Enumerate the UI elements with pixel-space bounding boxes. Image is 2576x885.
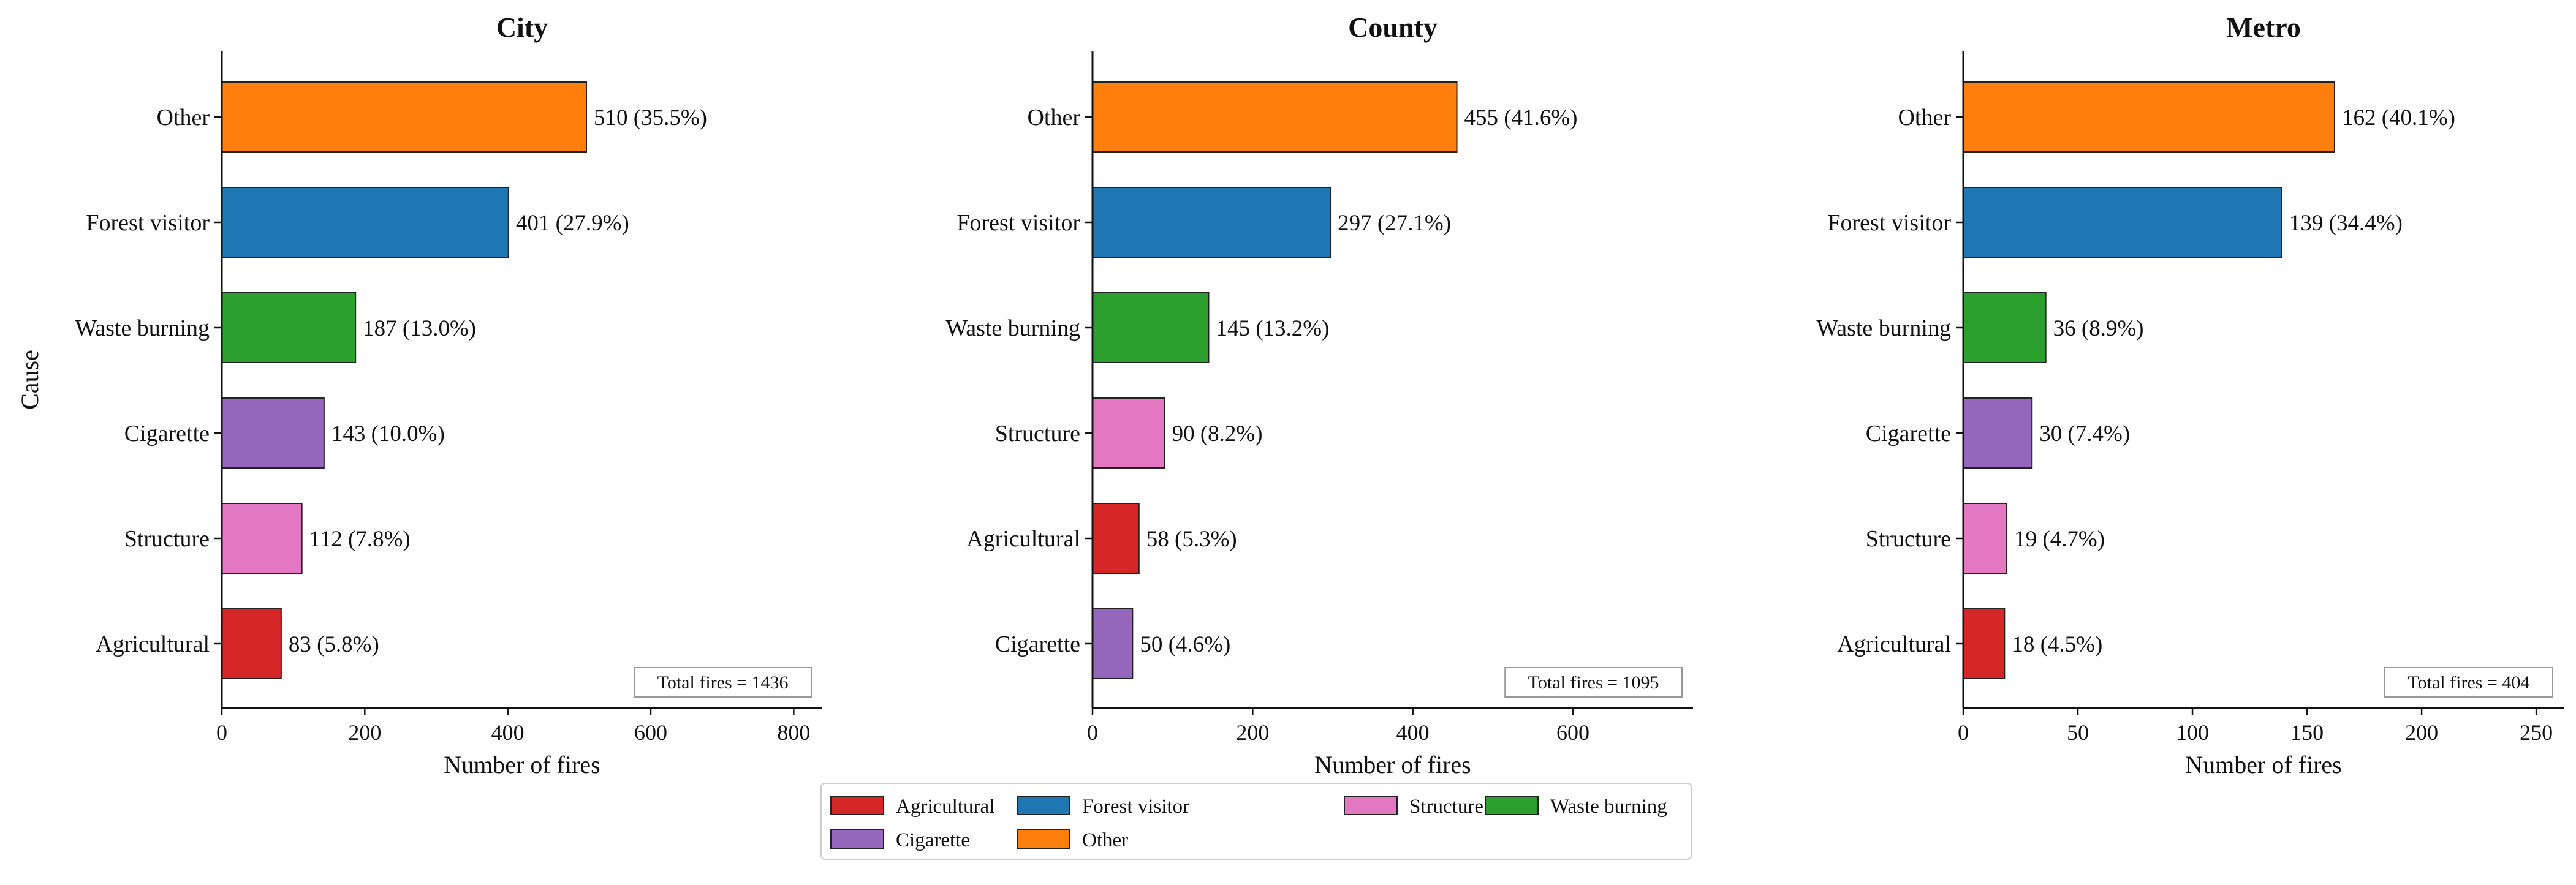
bar-agricultural xyxy=(1092,503,1140,574)
legend-swatch-other xyxy=(1017,829,1070,849)
category-label: Agricultural xyxy=(1837,631,1951,657)
bar-cigarette xyxy=(1963,397,2033,469)
total-fires-box xyxy=(2384,667,2554,698)
total-fires-annotation: Total fires = 1095 xyxy=(1528,672,1659,693)
bar-waste-burning xyxy=(1092,292,1210,363)
bar-structure xyxy=(1092,397,1165,469)
legend-label: Structure xyxy=(1409,796,1483,818)
total-fires-box xyxy=(1504,667,1683,698)
category-label: Waste burning xyxy=(75,315,210,341)
legend-swatch-agricultural xyxy=(830,796,884,815)
bar-forest-visitor xyxy=(1092,187,1332,258)
legend-label: Other xyxy=(1082,829,1128,851)
bar-value-label: 162 (40.1%) xyxy=(2342,105,2455,130)
bar-value-label: 50 (4.6%) xyxy=(1140,632,1230,657)
bar-other xyxy=(221,81,587,153)
x-tick-label: 800 xyxy=(777,720,810,745)
category-label: Structure xyxy=(1866,526,1951,552)
legend-swatch-cigarette xyxy=(830,829,884,849)
bar-structure xyxy=(1963,503,2008,574)
bar-value-label: 36 (8.9%) xyxy=(2053,316,2144,341)
bar-value-label: 18 (4.5%) xyxy=(2012,632,2102,657)
bar-cigarette xyxy=(1092,608,1134,679)
x-tick-label: 0 xyxy=(1958,720,1969,745)
bar-agricultural xyxy=(1963,608,2006,679)
x-tick-label: 600 xyxy=(634,720,667,745)
category-label: Agricultural xyxy=(966,526,1080,552)
category-label: Structure xyxy=(995,421,1080,446)
x-tick-label: 250 xyxy=(2520,720,2553,745)
category-label: Structure xyxy=(124,526,210,552)
legend-label: Cigarette xyxy=(896,829,970,851)
legend-label: Agricultural xyxy=(896,796,994,818)
y-axis-label: Cause xyxy=(16,350,44,410)
legend-label: Waste burning xyxy=(1550,796,1667,818)
legend-swatch-structure xyxy=(1344,796,1398,815)
bar-value-label: 112 (7.8%) xyxy=(309,527,411,552)
x-tick-label: 200 xyxy=(2405,720,2438,745)
category-label: Cigarette xyxy=(995,631,1080,657)
category-label: Forest visitor xyxy=(86,210,210,236)
total-fires-box xyxy=(634,667,812,698)
panel-title: City xyxy=(496,12,548,43)
category-label: Waste burning xyxy=(945,315,1080,341)
category-label: Agricultural xyxy=(96,631,210,657)
bar-value-label: 455 (41.6%) xyxy=(1464,105,1578,130)
total-fires-annotation: Total fires = 404 xyxy=(2407,672,2529,693)
bar-value-label: 145 (13.2%) xyxy=(1216,316,1329,341)
legend-swatch-forest-visitor xyxy=(1017,796,1070,815)
bar-agricultural xyxy=(221,608,282,679)
x-axis-label: Number of fires xyxy=(444,751,600,778)
bar-cigarette xyxy=(221,397,325,469)
bar-value-label: 83 (5.8%) xyxy=(289,632,379,657)
bar-value-label: 19 (4.7%) xyxy=(2014,527,2105,552)
panel-title: County xyxy=(1348,12,1438,43)
bar-value-label: 187 (13.0%) xyxy=(363,316,476,341)
panel-title: Metro xyxy=(2226,12,2301,43)
bar-value-label: 510 (35.5%) xyxy=(594,105,707,130)
x-tick-label: 200 xyxy=(1236,720,1269,745)
total-fires-annotation: Total fires = 1436 xyxy=(657,672,789,693)
bar-value-label: 58 (5.3%) xyxy=(1146,527,1237,552)
category-label: Other xyxy=(1027,105,1080,130)
bar-other xyxy=(1963,81,2335,153)
bar-forest-visitor xyxy=(221,187,509,258)
legend-label: Forest visitor xyxy=(1082,796,1189,818)
x-tick-label: 0 xyxy=(1087,720,1098,745)
x-axis-label: Number of fires xyxy=(2185,751,2341,778)
category-label: Forest visitor xyxy=(1827,210,1951,236)
x-tick-label: 100 xyxy=(2176,720,2209,745)
bar-structure xyxy=(221,503,303,574)
bar-other xyxy=(1092,81,1458,153)
bar-value-label: 90 (8.2%) xyxy=(1172,421,1263,446)
category-label: Cigarette xyxy=(1866,421,1951,446)
category-label: Other xyxy=(1898,105,1951,130)
x-axis-label: Number of fires xyxy=(1314,751,1471,778)
category-label: Cigarette xyxy=(124,421,210,446)
x-tick-label: 400 xyxy=(1396,720,1430,745)
x-tick-label: 200 xyxy=(348,720,381,745)
category-label: Forest visitor xyxy=(957,210,1080,236)
bar-value-label: 139 (34.4%) xyxy=(2289,211,2403,236)
category-label: Waste burning xyxy=(1816,315,1951,341)
bar-waste-burning xyxy=(1963,292,2047,363)
bar-value-label: 297 (27.1%) xyxy=(1338,211,1451,236)
x-tick-label: 50 xyxy=(2067,720,2089,745)
bar-forest-visitor xyxy=(1963,187,2282,258)
bar-value-label: 143 (10.0%) xyxy=(331,421,445,446)
x-tick-label: 150 xyxy=(2290,720,2324,745)
x-tick-label: 600 xyxy=(1556,720,1589,745)
category-label: Other xyxy=(156,105,210,130)
x-tick-label: 0 xyxy=(216,720,227,745)
legend-swatch-waste-burning xyxy=(1485,796,1539,815)
x-tick-label: 400 xyxy=(491,720,525,745)
bar-value-label: 30 (7.4%) xyxy=(2039,421,2130,446)
bar-waste-burning xyxy=(221,292,357,363)
bar-value-label: 401 (27.9%) xyxy=(516,211,629,236)
